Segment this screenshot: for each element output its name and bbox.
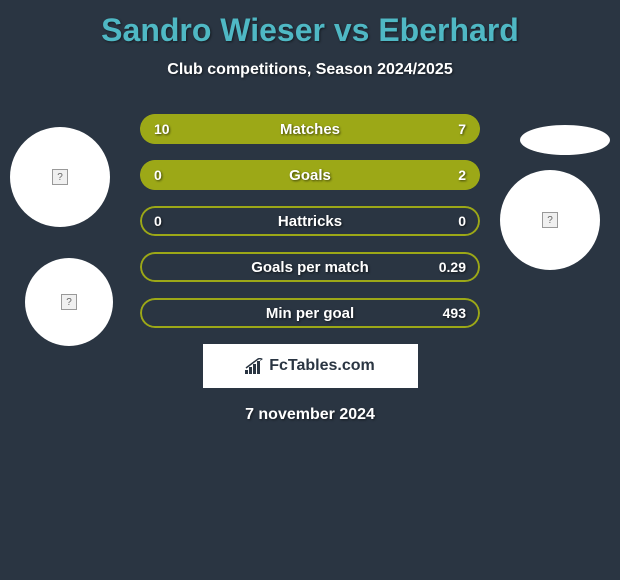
stat-label: Goals: [289, 167, 331, 184]
player-avatar-left-2: ?: [25, 258, 113, 346]
stat-value-right: 2: [458, 167, 466, 183]
player-avatar-right-1: [520, 125, 610, 155]
stat-value-right: 0: [458, 213, 466, 229]
subtitle: Club competitions, Season 2024/2025: [0, 61, 620, 79]
avatar-placeholder-icon: ?: [52, 169, 68, 185]
stats-container: 10 Matches 7 0 Goals 2 0 Hattricks 0 Goa…: [140, 114, 480, 328]
brand-label: FcTables.com: [269, 357, 375, 375]
player-avatar-right-2: ?: [500, 170, 600, 270]
avatar-placeholder-icon: ?: [61, 294, 77, 310]
stat-label: Goals per match: [251, 259, 369, 276]
stat-row-goals: 0 Goals 2: [140, 160, 480, 190]
stat-row-hattricks: 0 Hattricks 0: [140, 206, 480, 236]
stat-label: Hattricks: [278, 213, 342, 230]
brand-box: FcTables.com: [203, 344, 418, 388]
player-avatar-left-1: ?: [10, 127, 110, 227]
stat-row-goals-per-match: Goals per match 0.29: [140, 252, 480, 282]
stat-value-left: 10: [154, 121, 170, 137]
stat-label: Matches: [280, 121, 340, 138]
date-text: 7 november 2024: [0, 406, 620, 424]
stat-value-right: 7: [458, 121, 466, 137]
stat-value-right: 493: [443, 305, 466, 321]
stat-label: Min per goal: [266, 305, 354, 322]
stat-row-matches: 10 Matches 7: [140, 114, 480, 144]
stat-value-left: 0: [154, 167, 162, 183]
page-title: Sandro Wieser vs Eberhard: [0, 0, 620, 49]
chart-icon: [245, 358, 265, 374]
stat-row-min-per-goal: Min per goal 493: [140, 298, 480, 328]
stat-value-right: 0.29: [439, 259, 466, 275]
avatar-placeholder-icon: ?: [542, 212, 558, 228]
stat-value-left: 0: [154, 213, 162, 229]
brand-text: FcTables.com: [245, 357, 375, 375]
